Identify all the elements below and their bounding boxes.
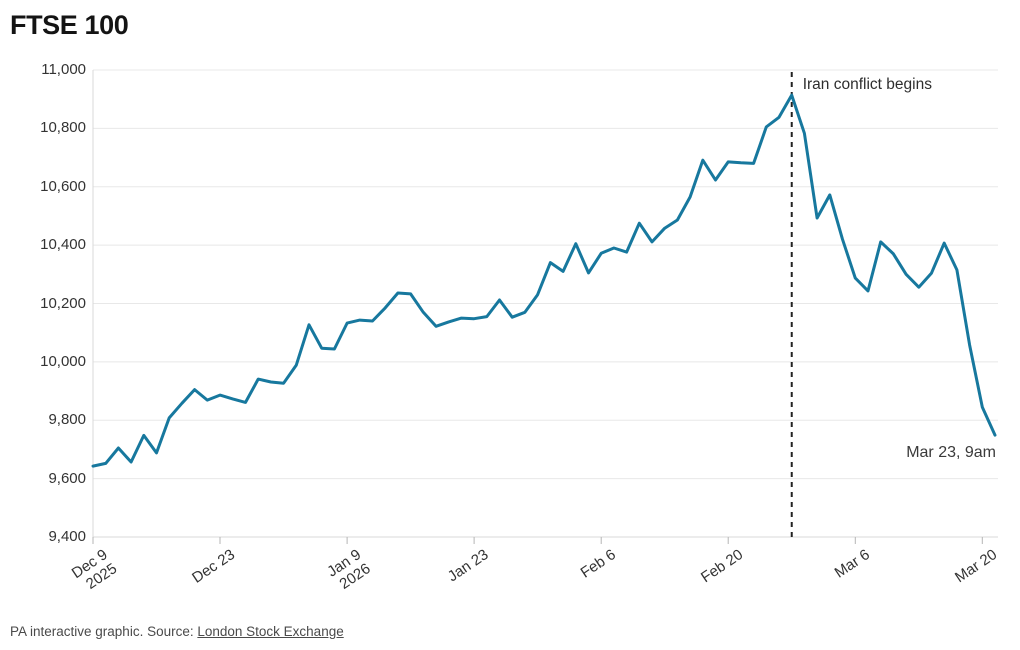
y-axis-tick-label: 9,400 — [48, 528, 86, 545]
chart-title: FTSE 100 — [10, 10, 129, 40]
event-annotation-label: Iran conflict begins — [802, 76, 932, 93]
chart-footer: PA interactive graphic. Source: London S… — [10, 624, 344, 639]
end-point-label: Mar 23, 9am — [906, 444, 996, 461]
y-axis-tick-label: 10,200 — [40, 294, 86, 312]
y-axis-tick-label: 9,800 — [48, 411, 86, 429]
y-axis-tick-label: 10,800 — [40, 119, 86, 137]
ftse-price-line — [91, 93, 997, 468]
y-axis-tick-label: 10,000 — [40, 352, 86, 370]
footer-credit-text: PA interactive graphic. Source: — [10, 624, 198, 639]
y-axis-tick-label: 10,600 — [40, 177, 86, 195]
y-axis-tick-label: 11,000 — [41, 61, 86, 78]
y-axis-tick-label: 10,400 — [40, 236, 86, 254]
y-axis-tick-label: 9,600 — [48, 469, 86, 487]
source-link[interactable]: London Stock Exchange — [197, 624, 344, 639]
